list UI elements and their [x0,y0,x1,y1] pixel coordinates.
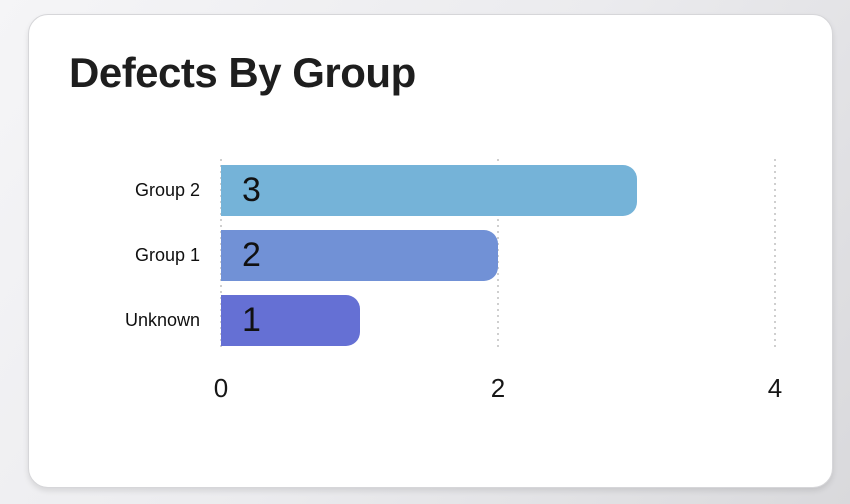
chart-title: Defects By Group [69,49,416,96]
category-label: Group 2 [134,180,200,200]
bar[interactable]: 2 [221,230,498,281]
bar-row: Group 1 2 [135,230,775,281]
x-tick-label: 4 [767,373,783,403]
category-label: Group 1 [134,245,200,265]
bar-value-label: 3 [242,171,261,209]
bar-value-label: 1 [242,301,261,339]
bar[interactable]: 1 [221,295,360,346]
category-label: Unknown [124,310,200,330]
bar-row: Group 2 3 [135,165,775,216]
gridline [774,159,776,349]
x-tick-label: 0 [213,373,229,403]
bar[interactable]: 3 [221,165,637,216]
gridline [497,159,499,349]
chart-card: Defects By Group 0 2 4 Group 2 3 Group 1 2 Unkn… [28,14,833,488]
bar-row: Unknown 1 [125,295,775,346]
bar-chart: 0 2 4 Group 2 3 Group 1 2 Unknown 1 [125,159,782,403]
bar-value-label: 2 [242,236,261,274]
x-tick-label: 2 [490,373,506,403]
